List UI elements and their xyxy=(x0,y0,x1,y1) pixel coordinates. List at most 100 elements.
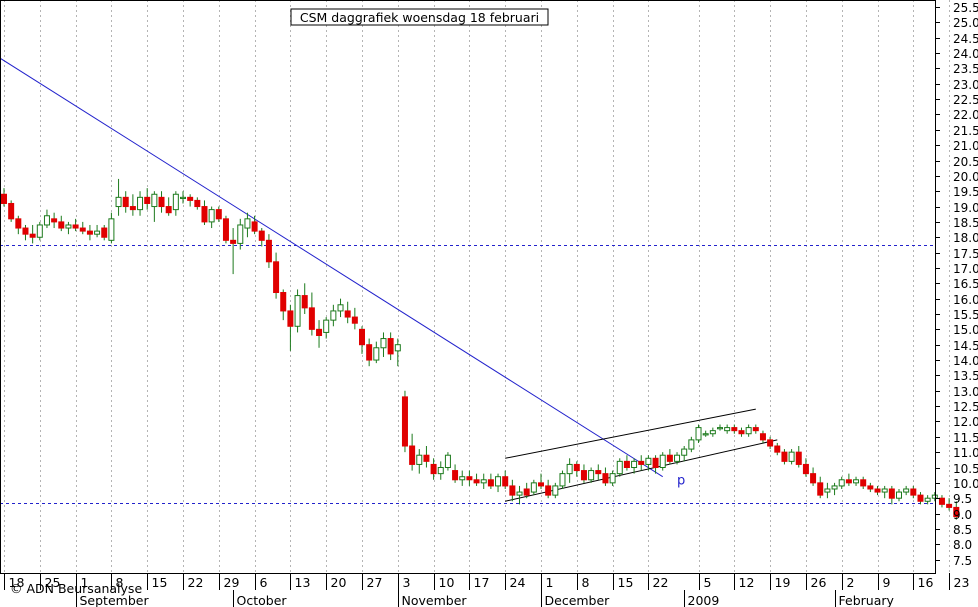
candle-body xyxy=(824,488,831,493)
candle-body xyxy=(344,310,351,318)
candle-body xyxy=(738,430,745,435)
candle-body xyxy=(351,316,358,324)
candle-body xyxy=(316,328,323,336)
candle xyxy=(781,449,788,465)
candle-body xyxy=(788,451,795,462)
candle xyxy=(881,485,888,499)
x-tick-label: 8 xyxy=(116,575,124,590)
candle xyxy=(652,455,659,474)
candle-body xyxy=(480,479,487,484)
candle-body xyxy=(459,476,466,481)
candle-body xyxy=(308,307,315,330)
candle xyxy=(323,317,330,339)
y-tick-label: 24.5 xyxy=(953,32,978,46)
candle xyxy=(831,482,838,496)
x-tick-label: 24 xyxy=(510,575,526,590)
candle xyxy=(94,224,101,238)
x-tick-label: 2 xyxy=(847,575,855,590)
x-tick-label: 22 xyxy=(653,575,669,590)
month-label: November xyxy=(402,593,468,607)
candle xyxy=(931,492,938,502)
y-tick-label: 17.5 xyxy=(953,247,978,261)
candle-body xyxy=(953,506,960,518)
candle xyxy=(466,470,473,486)
candle xyxy=(215,206,222,222)
candle xyxy=(316,320,323,348)
candle xyxy=(867,482,874,493)
candle xyxy=(251,215,258,235)
candle-body xyxy=(674,454,681,462)
candle-body xyxy=(394,344,401,352)
candle xyxy=(129,194,136,216)
candle xyxy=(853,476,860,486)
candle xyxy=(666,449,673,465)
candle xyxy=(158,191,165,213)
x-tick-label: 6 xyxy=(260,575,268,590)
candle xyxy=(280,289,287,321)
candle xyxy=(688,436,695,453)
candle-body xyxy=(373,347,380,361)
candle-body xyxy=(602,473,609,484)
y-tick-label: 19.0 xyxy=(953,201,978,215)
candle-body xyxy=(552,485,559,496)
candle xyxy=(645,455,652,471)
candle-body xyxy=(774,445,781,453)
candle xyxy=(595,464,602,480)
y-tick-label: 21.0 xyxy=(953,139,978,153)
candle-body xyxy=(115,196,122,208)
x-tick-label: 1 xyxy=(546,575,554,590)
candle-body xyxy=(172,193,179,211)
candle-body xyxy=(724,427,731,432)
candle xyxy=(938,495,945,508)
y-tick-label: 18.0 xyxy=(953,231,978,245)
y-tick-label: 23.0 xyxy=(953,78,978,92)
candle xyxy=(337,298,344,318)
candle xyxy=(165,197,172,216)
x-tick-label: 27 xyxy=(367,575,383,590)
y-axis: 7.58.08.59.09.510.010.511.011.512.012.51… xyxy=(935,1,978,568)
candle-body xyxy=(366,344,373,361)
candle-body xyxy=(244,218,251,229)
candle-body xyxy=(251,221,258,232)
candle xyxy=(817,476,824,499)
candle xyxy=(545,479,552,499)
candle-body xyxy=(509,485,516,496)
plot-border xyxy=(0,0,936,574)
y-tick-label: 18.5 xyxy=(953,216,978,230)
y-tick-label: 25.0 xyxy=(953,16,978,30)
candle-body xyxy=(588,470,595,481)
candle-body xyxy=(645,457,652,465)
candle-body xyxy=(401,396,408,447)
chart-title: CSM daggrafiek woensdag 18 februari xyxy=(290,8,549,26)
candle xyxy=(616,458,623,477)
candle xyxy=(273,252,280,299)
x-tick-label: 20 xyxy=(331,575,347,590)
candle-body xyxy=(144,196,151,204)
candle-body xyxy=(409,445,416,465)
candle xyxy=(58,215,65,232)
x-tick-label: 1 xyxy=(81,575,89,590)
candle-body xyxy=(595,470,602,475)
candle-body xyxy=(108,218,115,241)
annotation-label: p xyxy=(677,473,685,488)
x-tick-label: 15 xyxy=(152,575,168,590)
y-tick-label: 13.0 xyxy=(953,385,978,399)
candle xyxy=(559,470,566,489)
candle-body xyxy=(1,193,7,204)
candle-body xyxy=(94,230,101,235)
candle xyxy=(1,188,7,207)
candle-body xyxy=(631,460,638,468)
candle-body xyxy=(129,206,136,211)
y-tick-label: 12.5 xyxy=(953,400,978,414)
candle xyxy=(946,498,953,511)
candle xyxy=(430,458,437,480)
candle-body xyxy=(781,451,788,462)
candle xyxy=(924,495,931,505)
candle-body xyxy=(280,292,287,312)
candle xyxy=(137,191,144,216)
candle-body xyxy=(359,328,365,346)
candle-body xyxy=(416,454,423,465)
candle xyxy=(774,442,781,456)
candle-body xyxy=(273,261,280,294)
